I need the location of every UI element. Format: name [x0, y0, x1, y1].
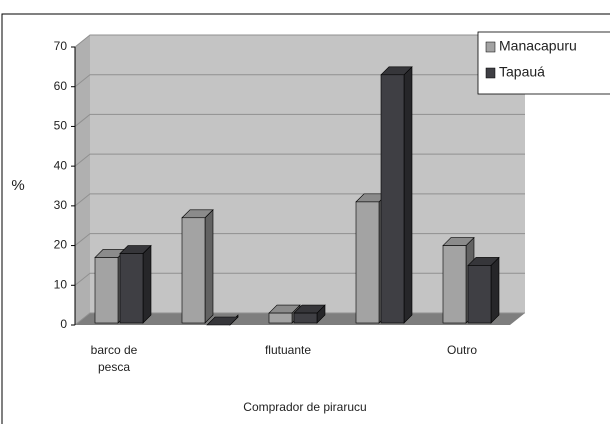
bar-face: [293, 312, 318, 324]
y-tick-label: 60: [54, 79, 68, 93]
bar-face: [181, 217, 206, 324]
bar-face: [206, 316, 239, 326]
grid-line: [74, 34, 525, 48]
legend-box: [477, 31, 610, 95]
bar-face: [403, 66, 413, 324]
grid-line: [74, 153, 525, 167]
bar: [206, 314, 239, 326]
bar: [293, 304, 326, 324]
legend-label: Tapauá: [499, 64, 545, 80]
legend-swatch: [485, 41, 496, 53]
y-tick-label: 40: [54, 158, 68, 172]
legend-label: Manacapuru: [499, 38, 577, 54]
bar-face: [380, 74, 405, 324]
bar: [380, 66, 413, 324]
y-tick-label: 20: [54, 238, 68, 252]
bar-face: [442, 245, 467, 324]
grid-line: [74, 113, 525, 127]
bar-face: [490, 256, 500, 324]
bar: [467, 256, 500, 324]
bar: [181, 209, 214, 324]
y-tick-label: 50: [54, 119, 68, 133]
bar-face: [268, 312, 293, 324]
legend-swatch: [485, 67, 496, 79]
y-axis-label: %: [11, 177, 24, 194]
bar-face: [142, 244, 152, 324]
bar-face: [467, 265, 492, 324]
y-tick-label: 30: [54, 198, 68, 212]
x-tick-label: flutuante: [264, 343, 312, 357]
grid-line: [74, 74, 525, 88]
bar-face: [94, 257, 119, 324]
y-tick-label: 10: [54, 277, 68, 291]
bar-face: [355, 201, 380, 324]
x-axis-label: Comprador de pirarucu: [243, 400, 366, 414]
bar-face: [204, 209, 214, 324]
y-tick-label: 70: [54, 39, 68, 53]
y-tick-label: 0: [60, 317, 67, 331]
bar-face: [119, 253, 144, 324]
x-tick-label: Outro: [446, 343, 477, 357]
side-wall: [75, 35, 90, 325]
bar: [119, 244, 152, 324]
x-tick-label: barco de pesca: [90, 343, 138, 374]
